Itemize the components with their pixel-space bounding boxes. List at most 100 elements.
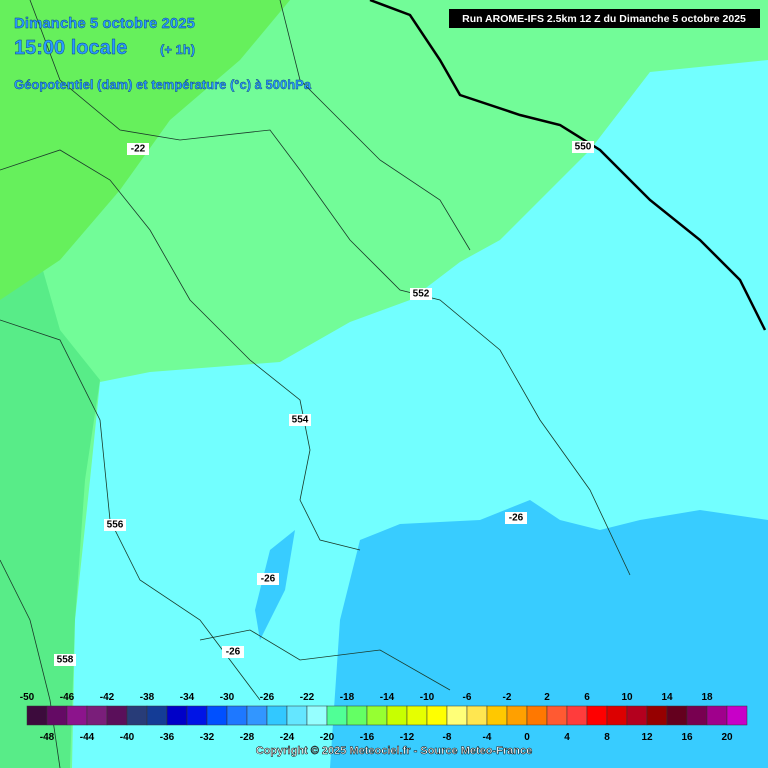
contour-label-box bbox=[222, 646, 244, 658]
legend-label: 6 bbox=[584, 692, 590, 703]
contour-label: 556 bbox=[107, 520, 124, 531]
legend-swatch bbox=[26, 705, 48, 726]
legend-label: 14 bbox=[661, 692, 673, 703]
legend-label: -16 bbox=[360, 732, 375, 743]
run-box bbox=[449, 9, 760, 28]
legend-swatch bbox=[46, 705, 68, 726]
legend-swatch bbox=[606, 705, 628, 726]
border-line bbox=[279, 0, 471, 251]
contour-label-box bbox=[104, 519, 126, 531]
legend-label: -28 bbox=[240, 732, 255, 743]
legend-label: -2 bbox=[503, 692, 512, 703]
legend-label: -34 bbox=[180, 692, 195, 703]
time: 15:00 locale bbox=[14, 37, 127, 59]
legend-swatch bbox=[646, 705, 668, 726]
legend-swatch bbox=[206, 705, 228, 726]
legend-label: 10 bbox=[621, 692, 633, 703]
contour-label: 552 bbox=[413, 289, 430, 300]
contour-label: 550 bbox=[575, 142, 592, 153]
parameter: Géopotentiel (dam) et température (°c) à… bbox=[14, 77, 312, 92]
legend-label: -8 bbox=[443, 732, 452, 743]
country-border bbox=[369, 0, 767, 331]
legend-label: -42 bbox=[100, 692, 115, 703]
legend-label: -12 bbox=[400, 732, 415, 743]
legend-label: 20 bbox=[721, 732, 733, 743]
legend-swatch bbox=[166, 705, 188, 726]
legend-swatch bbox=[326, 705, 348, 726]
legend-swatch bbox=[266, 705, 288, 726]
contour-label-box bbox=[257, 573, 279, 585]
contour-label-box bbox=[505, 512, 527, 524]
legend-swatch bbox=[406, 705, 428, 726]
legend-swatch bbox=[226, 705, 248, 726]
legend-label: -26 bbox=[260, 692, 275, 703]
legend-label: 16 bbox=[681, 732, 693, 743]
legend-swatch bbox=[366, 705, 388, 726]
legend-swatch bbox=[706, 705, 728, 726]
contour-label: 554 bbox=[292, 415, 309, 426]
border-line bbox=[29, 0, 631, 576]
legend-swatch bbox=[346, 705, 368, 726]
legend-label: -22 bbox=[300, 692, 315, 703]
date: Dimanche 5 octobre 2025 bbox=[14, 15, 195, 32]
legend-swatch bbox=[626, 705, 648, 726]
legend-swatch bbox=[586, 705, 608, 726]
legend-label: 0 bbox=[524, 732, 530, 743]
copyright: Copyright © 2025 Meteociel.fr - Source M… bbox=[256, 745, 532, 757]
contour-label-box bbox=[127, 143, 149, 155]
contour-labels: -22 550 552 554 556 558 -26 -26 -26 bbox=[54, 141, 594, 666]
contour-label-box bbox=[572, 141, 594, 153]
contour-label-box bbox=[410, 288, 432, 300]
legend-label: 2 bbox=[544, 692, 550, 703]
legend-label: -4 bbox=[483, 732, 492, 743]
legend-swatch bbox=[306, 705, 328, 726]
border-line bbox=[0, 559, 61, 768]
contour-label: 558 bbox=[57, 655, 74, 666]
legend-label: -38 bbox=[140, 692, 155, 703]
legend-label: -6 bbox=[463, 692, 472, 703]
legend-swatch bbox=[146, 705, 168, 726]
legend-swatch bbox=[666, 705, 688, 726]
legend-swatch bbox=[726, 705, 748, 726]
legend-swatch bbox=[426, 705, 448, 726]
contour-label: -26 bbox=[509, 513, 524, 524]
legend-label: -10 bbox=[420, 692, 435, 703]
legend-label: 4 bbox=[564, 732, 570, 743]
legend-label: 8 bbox=[604, 732, 610, 743]
temperature-zone bbox=[330, 500, 768, 768]
legend-label: -14 bbox=[380, 692, 395, 703]
border-line bbox=[199, 629, 451, 691]
legend-swatch bbox=[466, 705, 488, 726]
legend-swatch bbox=[186, 705, 208, 726]
legend-swatch bbox=[106, 705, 128, 726]
legend-label: -40 bbox=[120, 732, 135, 743]
legend-label: -36 bbox=[160, 732, 175, 743]
border-line bbox=[0, 149, 361, 551]
legend-swatch bbox=[546, 705, 568, 726]
contour-label: -22 bbox=[131, 144, 146, 155]
legend-swatch bbox=[86, 705, 108, 726]
legend-swatch bbox=[386, 705, 408, 726]
legend-swatch bbox=[246, 705, 268, 726]
run-info: Run AROME-IFS 2.5km 12 Z du Dimanche 5 o… bbox=[462, 13, 746, 25]
contour-label: -26 bbox=[261, 574, 276, 585]
legend-swatch bbox=[286, 705, 308, 726]
legend-label: -48 bbox=[40, 732, 55, 743]
legend-swatch bbox=[486, 705, 508, 726]
legend-swatch bbox=[566, 705, 588, 726]
legend: -50 -46 -42 -38 -34 -30 -26 -22 -18 -14 -10 -6 -2 2 6 1… bbox=[20, 692, 748, 743]
legend-swatch bbox=[66, 705, 88, 726]
legend-label: -20 bbox=[320, 732, 335, 743]
contour-label-box bbox=[289, 414, 311, 426]
legend-label: -50 bbox=[20, 692, 35, 703]
legend-swatch bbox=[126, 705, 148, 726]
legend-label: -30 bbox=[220, 692, 235, 703]
legend-label: -24 bbox=[280, 732, 295, 743]
legend-label: -44 bbox=[80, 732, 95, 743]
legend-swatch bbox=[446, 705, 468, 726]
legend-swatch bbox=[506, 705, 528, 726]
legend-swatch bbox=[526, 705, 548, 726]
offset: (+ 1h) bbox=[160, 42, 195, 57]
legend-label: 18 bbox=[701, 692, 713, 703]
